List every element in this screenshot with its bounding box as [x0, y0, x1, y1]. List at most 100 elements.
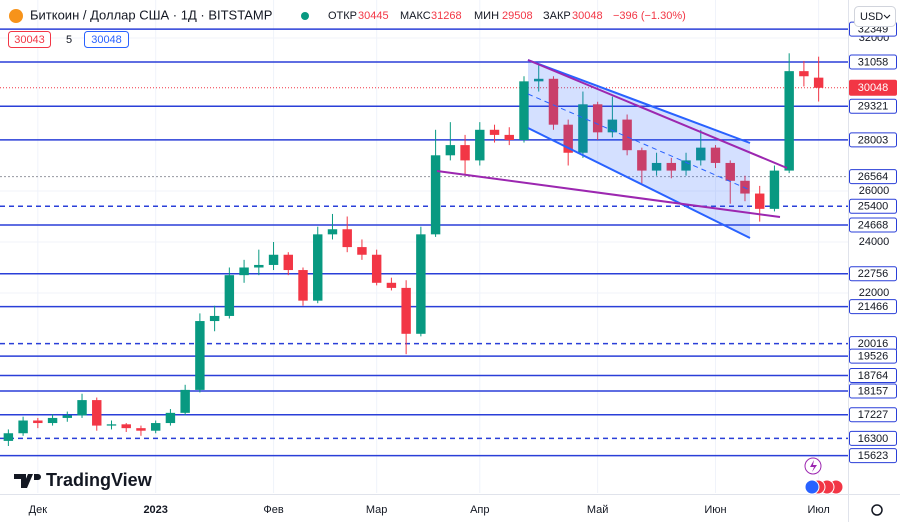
ask[interactable]: 30048: [91, 34, 122, 46]
currency-button[interactable]: [854, 6, 896, 27]
candle-body: [313, 234, 323, 301]
level-label-box: [849, 98, 897, 114]
level-label: 18764: [858, 370, 889, 382]
level-label: 28003: [858, 134, 889, 146]
level-label: 15623: [858, 450, 889, 462]
candle-body: [268, 254, 279, 265]
x-tick-label: Фев: [263, 504, 283, 516]
candle-body: [195, 321, 205, 390]
candle-body: [106, 424, 117, 426]
last-price-label: 30048: [858, 82, 889, 94]
candle-body: [504, 134, 514, 140]
candle-body: [666, 162, 677, 171]
level-label-box: [849, 54, 897, 70]
channel-fill: [528, 60, 750, 238]
spread: 5: [66, 34, 72, 46]
candle-body: [725, 162, 735, 181]
brand: TradingView: [46, 470, 153, 490]
x-tick-label: Дек: [29, 504, 48, 516]
candle-body: [47, 417, 58, 424]
candle-body: [769, 170, 780, 209]
level-label: 29321: [858, 101, 889, 113]
candle-body: [740, 180, 750, 194]
level-label-box: [849, 430, 897, 446]
level-label-box: [849, 368, 897, 384]
candle-body: [62, 415, 73, 418]
candle-body: [18, 420, 28, 434]
candle-body: [327, 229, 338, 235]
settings-icon[interactable]: [871, 504, 883, 516]
candle-body: [298, 270, 308, 301]
candle-body: [622, 119, 632, 151]
logo-mark: [14, 474, 41, 488]
level-label: 31058: [858, 56, 889, 68]
candle-body: [563, 124, 573, 153]
candle-body: [710, 147, 721, 163]
candles: [3, 53, 824, 446]
y-tick-label: 24000: [859, 236, 890, 248]
candle-body: [813, 77, 824, 88]
dropdown-arrow: [883, 14, 891, 19]
candle-body: [696, 147, 706, 161]
candle-body: [754, 193, 765, 209]
channel-top: [527, 59, 751, 144]
level-label-box: [849, 132, 897, 148]
ohlc-label: ЗАКР: [543, 10, 571, 22]
lightning: [810, 460, 817, 472]
candle-body: [681, 160, 691, 171]
level-label: 16300: [858, 433, 889, 445]
ohlc-value: 31268: [431, 10, 462, 22]
level-label: 25400: [858, 201, 889, 213]
trendline: [527, 59, 788, 169]
level-label: 24668: [858, 219, 889, 231]
bid[interactable]: 30043: [14, 34, 45, 46]
level-label-box: [849, 266, 897, 282]
y-tick-label: 26000: [859, 185, 890, 197]
candle-body: [578, 104, 588, 153]
candle-body: [386, 282, 397, 288]
candle-body: [92, 400, 102, 426]
candle-body: [607, 119, 618, 133]
coin-icon: [9, 9, 23, 23]
last-price-box: [849, 79, 897, 96]
candle-body: [534, 78, 544, 82]
x-tick-label: 2023: [143, 504, 167, 516]
sell-box[interactable]: [8, 31, 51, 48]
ohlc-label: ОТКР: [328, 10, 357, 22]
buy-box[interactable]: [84, 31, 129, 48]
candle-body: [401, 287, 411, 334]
candle-body: [445, 145, 456, 156]
level-label: 18157: [858, 385, 889, 397]
candle-body: [224, 275, 235, 316]
level-label: 22756: [858, 268, 889, 280]
levels: [0, 28, 848, 457]
candle-body: [283, 254, 293, 271]
candle-body: [799, 71, 809, 77]
flag-icon[interactable]: [804, 479, 820, 495]
level-label-box: [849, 383, 897, 399]
candle-body: [592, 104, 603, 133]
currency[interactable]: USD: [860, 11, 883, 23]
ohlc-value: 29508: [502, 10, 533, 22]
candle-body: [651, 162, 662, 171]
candle-body: [489, 129, 500, 135]
symbol[interactable]: Биткоин / Доллар США · 1Д · BITSTAMP: [30, 7, 272, 22]
ohlc-label: МИН: [474, 10, 499, 22]
y-tick-label: 22000: [859, 287, 890, 299]
candle-body: [3, 433, 14, 441]
channel-bottom: [527, 127, 751, 239]
candle-body: [180, 389, 190, 413]
watermark: TradingView: [14, 470, 153, 490]
level-label-box: [849, 407, 897, 423]
candle-body: [254, 264, 264, 268]
candle-body: [416, 234, 426, 334]
candle-body: [239, 267, 249, 276]
candle-body: [460, 145, 470, 161]
candle-body: [342, 229, 352, 248]
candle-body: [150, 423, 161, 431]
change: −396 (−1.30%): [613, 10, 686, 22]
candle-body: [121, 424, 131, 429]
ohlc-label: МАКС: [400, 10, 431, 22]
